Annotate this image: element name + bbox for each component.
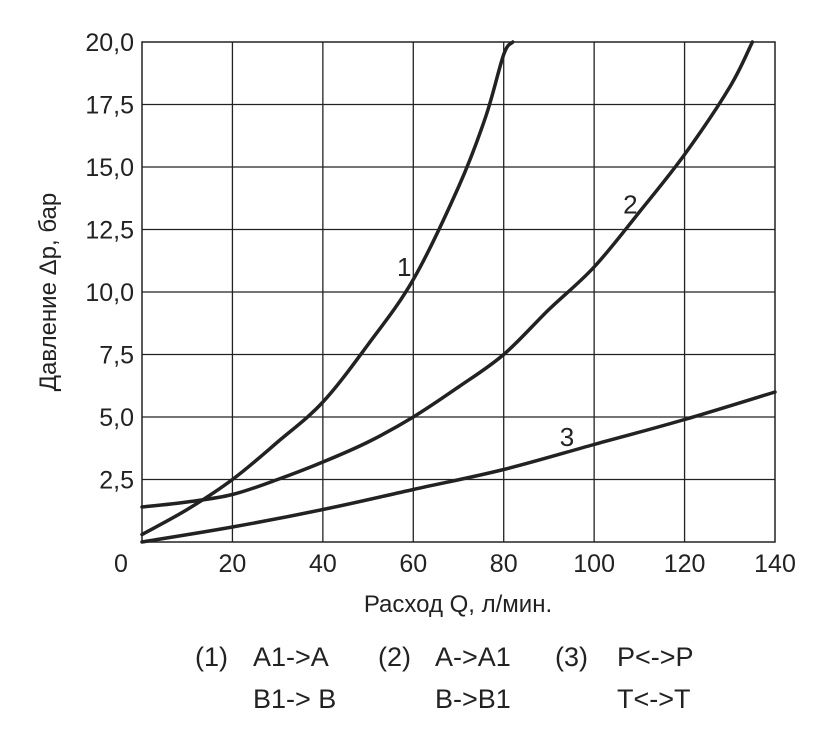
y-tick-label: 15,0 (85, 154, 134, 182)
curve-labels: 1 2 3 (397, 190, 638, 453)
x-tick-label: 60 (399, 550, 427, 578)
legend-number: (2) (378, 642, 411, 672)
legend-line: T<->T (617, 684, 691, 714)
curve-label-1: 1 (397, 252, 411, 282)
series-line-2 (140, 40, 755, 509)
series-line-3 (140, 390, 777, 544)
chart-svg: 0 20 40 60 80 100 120 140 2,5 5,0 7,5 10,0 12,5 15,0 1… (35, 29, 796, 618)
y-tick-label: 5,0 (99, 404, 134, 432)
y-tick-label: 2,5 (99, 467, 134, 495)
legend-number: (1) (195, 642, 228, 672)
curve-label-2: 2 (623, 190, 637, 220)
legend-line: B->B1 (435, 684, 511, 714)
grid (142, 42, 775, 542)
x-tick-label: 140 (754, 550, 796, 578)
y-tick-label: 10,0 (85, 279, 134, 307)
x-axis-label: Расход Q, л/мин. (364, 591, 552, 618)
x-tick-label: 0 (114, 550, 128, 578)
series-line-1 (140, 40, 515, 537)
x-tick-label: 100 (573, 550, 615, 578)
tick-labels: 0 20 40 60 80 100 120 140 2,5 5,0 7,5 10,0 12,5 15,0 1… (85, 29, 796, 578)
x-tick-label: 20 (219, 550, 247, 578)
curve-label-3: 3 (560, 422, 574, 452)
y-tick-label: 20,0 (85, 29, 134, 57)
x-tick-label: 120 (664, 550, 706, 578)
x-tick-label: 80 (490, 550, 518, 578)
legend-line: A1->A (253, 642, 329, 672)
series-curves (140, 40, 777, 544)
legend-line: P<->P (617, 642, 694, 672)
legend-line: B1-> B (253, 684, 337, 714)
y-tick-label: 17,5 (85, 92, 134, 120)
legend: (1) A1->A B1-> B (2) A->A1 B->B1 (3) P<-… (0, 640, 814, 730)
legend-line: A->A1 (435, 642, 511, 672)
legend-number: (3) (555, 642, 588, 672)
y-tick-label: 7,5 (99, 342, 134, 370)
y-axis-label: Давление Δp, бар (35, 193, 62, 391)
x-tick-label: 40 (309, 550, 337, 578)
y-tick-label: 12,5 (85, 217, 134, 245)
plot-frame (141, 41, 776, 543)
